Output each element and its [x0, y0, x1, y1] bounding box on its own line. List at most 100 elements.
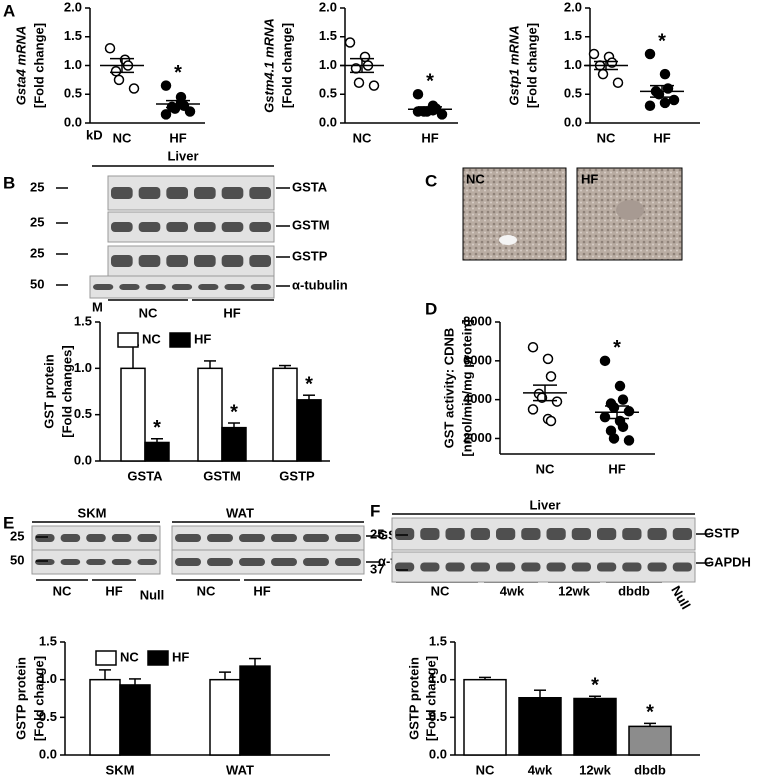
band — [119, 284, 140, 290]
y-tick-label: 1.0 — [39, 671, 57, 686]
group: dbdb — [618, 583, 650, 598]
band — [335, 534, 361, 542]
y-axis-title: [Fold change] — [31, 23, 46, 108]
data-point — [659, 97, 671, 109]
blot — [391, 517, 696, 551]
band — [86, 559, 106, 565]
data-point — [412, 89, 424, 100]
y-tick-label: 1.5 — [64, 28, 82, 43]
panel-letter: D — [425, 299, 437, 318]
group: 12wk — [558, 583, 591, 598]
y-tick-label: 2000 — [463, 430, 492, 445]
data-point — [551, 396, 563, 407]
band — [111, 534, 132, 542]
y-tick-label: 2.0 — [564, 0, 582, 14]
data-point — [644, 100, 656, 111]
data-point — [608, 433, 620, 444]
y-tick-label: 1.5 — [74, 313, 92, 328]
legend-swatch — [147, 650, 169, 666]
significance: * — [305, 373, 313, 395]
data-point — [545, 415, 557, 427]
band — [194, 222, 216, 232]
group: HF — [253, 583, 270, 598]
y-axis-title: [Fold change] — [31, 656, 46, 741]
blot — [107, 211, 275, 243]
y-tick-label: 2.0 — [64, 0, 82, 14]
band — [672, 528, 692, 540]
band — [470, 562, 490, 572]
legend-label: NC — [142, 331, 161, 346]
band — [597, 562, 617, 572]
band — [672, 562, 692, 572]
significance: * — [646, 702, 654, 724]
significance: * — [426, 71, 434, 93]
band — [166, 222, 188, 232]
y-tick-label: 0.5 — [564, 86, 582, 101]
data-point — [659, 68, 671, 80]
data-point — [368, 80, 380, 91]
band — [622, 562, 642, 572]
marker: 25 — [30, 179, 44, 194]
band — [546, 562, 566, 572]
unit: kD — [86, 127, 103, 142]
band — [335, 558, 361, 566]
band — [521, 562, 541, 572]
band — [194, 255, 216, 267]
y-axis-title: GST protein — [41, 354, 56, 428]
data-point — [128, 83, 140, 94]
band — [622, 528, 642, 540]
significance: * — [613, 337, 621, 359]
y-tick-label: 1.5 — [39, 633, 57, 648]
blot — [107, 245, 275, 277]
band — [60, 559, 81, 565]
data-point — [527, 341, 539, 353]
data-point — [588, 48, 600, 60]
marker: 37 — [370, 561, 384, 576]
band — [93, 284, 114, 290]
x-tick-label: HF — [653, 130, 670, 145]
y-tick-label: 1.0 — [429, 671, 447, 686]
band — [138, 222, 161, 232]
band — [111, 559, 132, 565]
bar — [221, 426, 247, 462]
y-axis-title: Gsta4 mRNA — [13, 26, 28, 105]
data-point — [542, 353, 554, 365]
band — [445, 562, 465, 572]
data-point — [617, 421, 629, 433]
tissue: Liver — [167, 148, 198, 163]
x-tick-label: 4wk — [528, 762, 553, 776]
band — [207, 534, 233, 542]
band — [445, 528, 465, 540]
band — [546, 528, 566, 540]
bar — [197, 367, 223, 462]
band — [111, 255, 133, 267]
band — [35, 534, 55, 542]
bar — [120, 367, 146, 462]
y-axis-title: Gstp1 mRNA — [506, 25, 521, 105]
bar — [573, 697, 617, 756]
y-axis-title: GSTP protein — [13, 657, 28, 740]
y-axis-title: [Fold change] — [524, 23, 539, 108]
tissue: Liver — [529, 497, 560, 512]
marker: 25 — [10, 528, 24, 543]
marker: 50 — [30, 276, 44, 291]
band — [138, 187, 161, 199]
bar — [628, 725, 672, 756]
band — [175, 558, 201, 566]
marker: 25 — [30, 214, 44, 229]
y-tick-label: 0.0 — [564, 114, 582, 129]
data-point — [644, 48, 656, 60]
band — [496, 528, 516, 540]
band — [111, 187, 133, 199]
y-tick-label: 0.5 — [39, 709, 57, 724]
image-label: NC — [466, 171, 485, 186]
bar — [518, 696, 562, 756]
band — [138, 255, 161, 267]
x-tick-label: HF — [169, 130, 186, 145]
band — [571, 528, 591, 540]
blot — [171, 549, 365, 575]
bar — [119, 684, 151, 756]
band — [175, 534, 201, 542]
band — [86, 534, 106, 542]
data-point — [599, 411, 611, 423]
